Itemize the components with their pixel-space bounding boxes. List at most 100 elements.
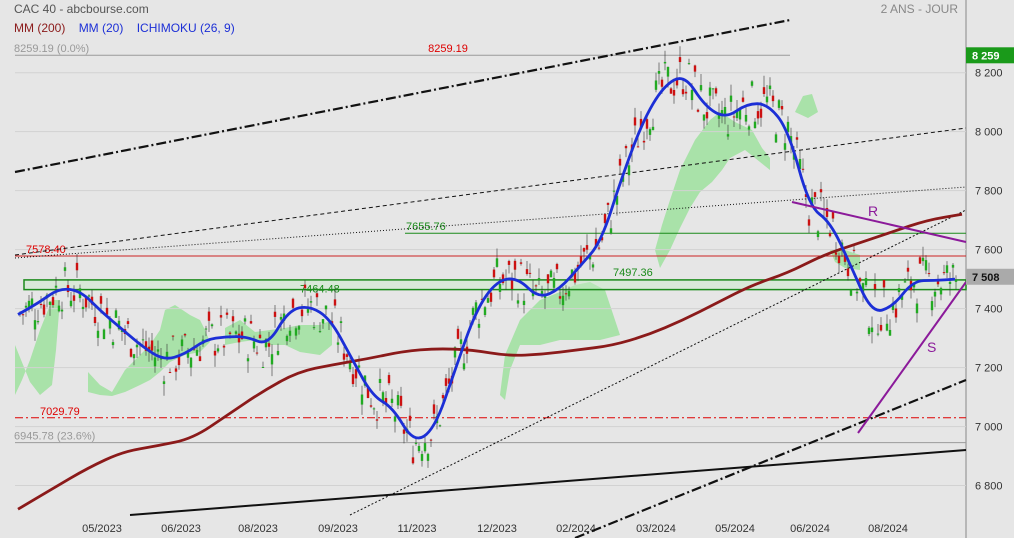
candle-body [732, 116, 736, 118]
price-tag-label-0: 8 259 [972, 50, 1000, 62]
candle-body [636, 146, 640, 148]
candle-body [507, 260, 511, 265]
ichimoku-cloud-3 [500, 282, 620, 400]
candle-body [288, 330, 292, 336]
y-tick-label: 8 000 [975, 127, 1003, 139]
candle-body [348, 360, 352, 370]
candle-body [513, 260, 517, 270]
candle-body [951, 264, 955, 268]
candle-body [798, 159, 802, 169]
candle-body [315, 293, 319, 298]
candle-body [666, 66, 670, 77]
x-tick-label: 08/2024 [868, 523, 908, 535]
candle-body [249, 321, 253, 324]
candle-body [930, 301, 934, 311]
candle-body [291, 298, 295, 308]
candle-body [819, 189, 823, 193]
candle-body [918, 257, 922, 264]
candle-body [351, 374, 355, 385]
candle-body [681, 89, 685, 95]
candle-body [696, 109, 700, 112]
candle-body [924, 260, 928, 271]
candle-body [408, 415, 412, 421]
candle-body [21, 314, 25, 316]
candle-body [672, 89, 676, 96]
resistance-trendline-r [791, 201, 967, 243]
candle-body [537, 278, 541, 281]
candle-body [354, 369, 358, 379]
candle-body [687, 63, 691, 65]
candle-body [444, 378, 448, 386]
candle-body [708, 87, 712, 96]
ichimoku-cloud-5 [795, 94, 818, 118]
candle-body [240, 331, 244, 339]
candle-body [597, 247, 601, 249]
candle-body [345, 354, 349, 357]
candle-body [273, 311, 277, 317]
plot-area [0, 0, 966, 538]
candle-body [447, 378, 451, 384]
candle-body [420, 454, 424, 461]
candle-body [105, 307, 109, 315]
candle-body [873, 284, 877, 290]
level-label-7578: 7578.40 [26, 244, 66, 256]
candle-body [567, 291, 571, 297]
price-tag-label-1: 7 508 [972, 272, 1000, 284]
candle-body [876, 333, 880, 335]
candle-body [312, 327, 316, 329]
candle-body [165, 351, 169, 359]
candle-body [534, 285, 538, 287]
candle-body [594, 238, 598, 248]
candle-body [555, 263, 559, 270]
candle-body [30, 298, 34, 306]
candle-body [789, 136, 793, 143]
candle-body [882, 280, 886, 288]
candle-body [945, 265, 949, 273]
candle-body [861, 283, 865, 292]
candle-body [459, 339, 463, 344]
candle-body [264, 339, 268, 348]
y-tick-label: 8 200 [975, 68, 1003, 80]
candle-body [228, 332, 232, 334]
candle-body [750, 81, 754, 86]
candle-body [111, 342, 115, 346]
candle-body [252, 341, 256, 349]
candle-body [42, 304, 46, 315]
y-tick-label: 7 800 [975, 186, 1003, 198]
candle-body [579, 256, 583, 266]
candle-body [153, 357, 157, 367]
y-tick-label: 7 400 [975, 304, 1003, 316]
candle-body [564, 293, 568, 295]
candle-body [489, 292, 493, 302]
candle-body [717, 113, 721, 119]
candle-body [660, 79, 664, 87]
candle-body [525, 269, 529, 275]
price-tag-bg-0 [966, 47, 1014, 64]
candle-body [27, 300, 31, 310]
candle-body [879, 324, 883, 331]
candle-body [627, 165, 631, 176]
candle-body [456, 328, 460, 339]
uptrend-dotted-line [349, 209, 967, 516]
candle-body [57, 305, 61, 312]
legend: MM (200) MM (20) ICHIMOKU (26, 9) [14, 21, 245, 35]
candle-body [942, 272, 946, 274]
candle-body [663, 61, 667, 64]
candle-body [309, 301, 313, 303]
candle-body [777, 100, 781, 108]
candle-body [213, 350, 217, 356]
candle-body [786, 121, 790, 133]
candle-body [297, 326, 301, 330]
candle-body [396, 395, 400, 406]
candle-body [693, 65, 697, 72]
x-tick-label: 11/2023 [398, 523, 437, 535]
candle-body [480, 298, 484, 300]
candle-body [411, 457, 415, 464]
candle-body [246, 358, 250, 362]
candle-body [180, 339, 184, 347]
x-tick-label: 02/2024 [556, 523, 596, 535]
candle-body [171, 335, 175, 337]
x-tick-label: 03/2024 [636, 523, 676, 535]
